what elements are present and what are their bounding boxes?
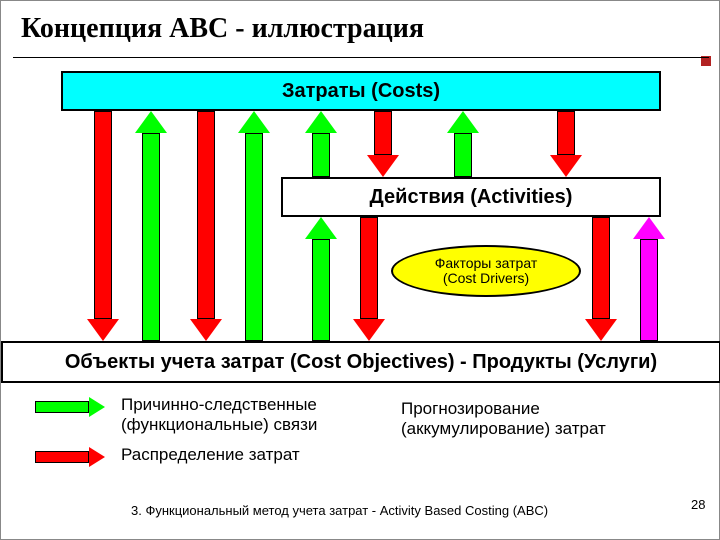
arrow-shaft-6 [454, 133, 472, 177]
arrow-shaft-3 [245, 133, 263, 341]
title-divider [13, 57, 709, 58]
arrow-shaft-9 [360, 217, 378, 319]
legend-red-head [89, 447, 105, 467]
arrow-head-down-0 [87, 319, 119, 341]
arrow-head-down-5 [367, 155, 399, 177]
arrow-head-up-3 [238, 111, 270, 133]
arrow-head-down-9 [353, 319, 385, 341]
legend-prog-line2: (аккумулирование) затрат [401, 419, 606, 439]
oval-cost-drivers: Факторы затрат (Cost Drivers) [391, 245, 581, 297]
page-title: Концепция АВС - иллюстрация [21, 13, 424, 45]
legend-green-head [89, 397, 105, 417]
legend-prog-line1: Прогнозирование [401, 399, 540, 419]
oval-line2: (Cost Drivers) [443, 271, 529, 286]
arrow-shaft-0 [94, 111, 112, 319]
footer-text: 3. Функциональный метод учета затрат - A… [131, 503, 548, 518]
legend-red-shaft [35, 451, 89, 463]
arrow-shaft-2 [197, 111, 215, 319]
legend-red-line: Распределение затрат [121, 445, 300, 465]
arrow-head-up-1 [135, 111, 167, 133]
arrow-head-down-10 [585, 319, 617, 341]
arrow-head-up-4 [305, 111, 337, 133]
arrow-head-down-2 [190, 319, 222, 341]
legend-green-shaft [35, 401, 89, 413]
arrow-shaft-5 [374, 111, 392, 155]
arrow-head-down-7 [550, 155, 582, 177]
legend-green-line2: (функциональные) связи [121, 415, 317, 435]
oval-line1: Факторы затрат [435, 256, 537, 271]
arrow-head-up-6 [447, 111, 479, 133]
box-objectives: Объекты учета затрат (Cost Objectives) -… [1, 341, 720, 383]
page-number: 28 [691, 497, 705, 512]
arrow-shaft-1 [142, 133, 160, 341]
arrow-shaft-11 [640, 239, 658, 341]
arrow-shaft-8 [312, 239, 330, 341]
arrow-shaft-4 [312, 133, 330, 177]
arrow-head-up-8 [305, 217, 337, 239]
arrow-shaft-7 [557, 111, 575, 155]
legend-green-line1: Причинно-следственные [121, 395, 317, 415]
arrow-shaft-10 [592, 217, 610, 319]
arrow-head-up-11 [633, 217, 665, 239]
box-costs: Затраты (Costs) [61, 71, 661, 111]
box-activities: Действия (Activities) [281, 177, 661, 217]
